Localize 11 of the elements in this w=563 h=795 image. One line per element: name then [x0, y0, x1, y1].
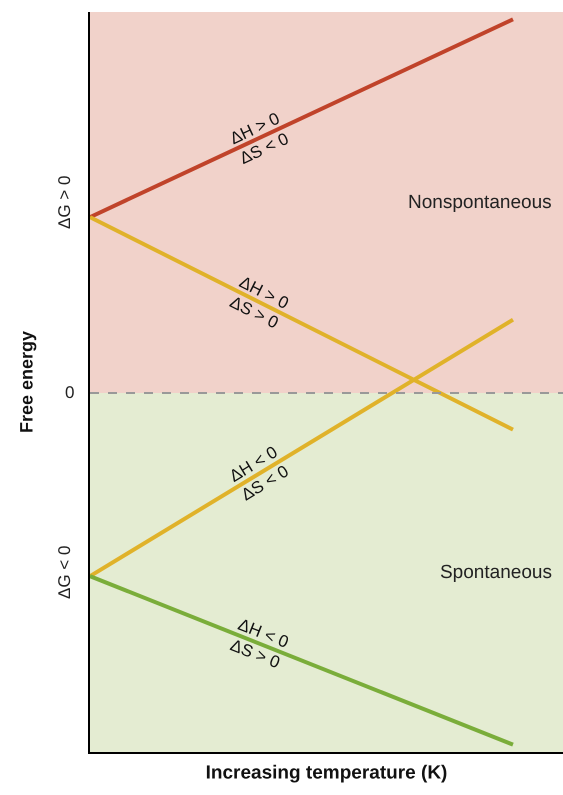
x-axis-title: Increasing temperature (K) — [206, 762, 448, 784]
band-label: Spontaneous — [440, 562, 552, 583]
annotation: ΔG < 0 — [55, 546, 74, 599]
text: ΔH > 0 ΔS < 0 — [226, 108, 292, 168]
text: ΔH < 0 ΔS < 0 — [226, 442, 292, 504]
text: ΔH < 0 ΔS > 0 — [228, 614, 292, 672]
band-label: Nonspontaneous — [408, 192, 552, 213]
text: ΔH > 0 ΔS > 0 — [226, 272, 292, 332]
ref-line-label: 0 — [65, 383, 74, 402]
y-axis-title: Free energy — [16, 330, 37, 434]
annotation: ΔG > 0 — [55, 176, 74, 229]
